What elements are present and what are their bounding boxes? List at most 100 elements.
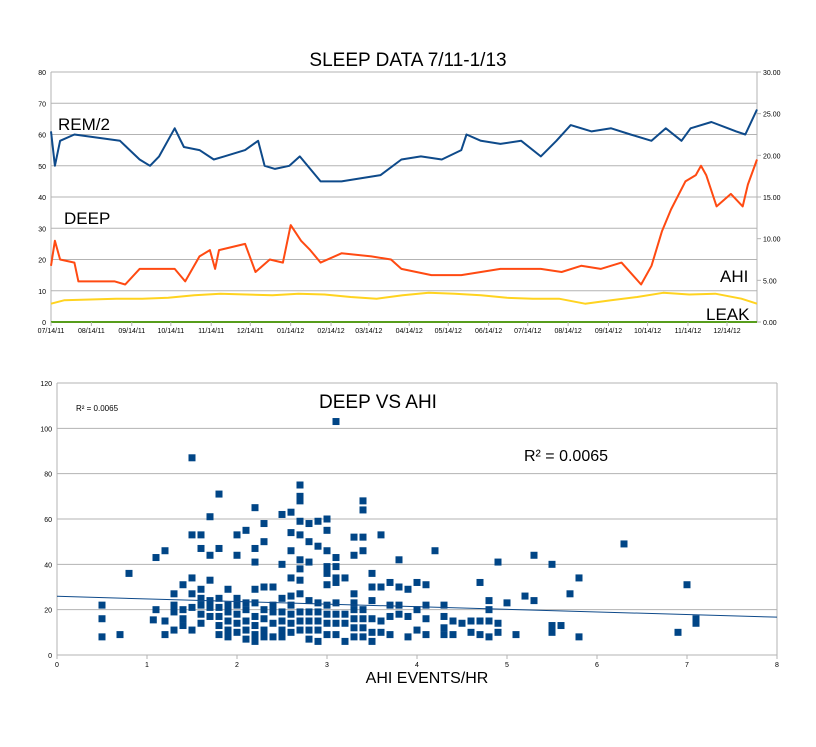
data-point bbox=[332, 418, 340, 426]
data-point bbox=[278, 633, 286, 641]
data-point bbox=[251, 585, 259, 593]
x-axis-tick-label: 2 bbox=[235, 662, 239, 669]
data-point bbox=[341, 610, 349, 618]
data-point bbox=[269, 633, 277, 641]
x-axis-tick-label: 4 bbox=[415, 662, 419, 669]
data-point bbox=[440, 624, 448, 632]
data-point bbox=[503, 599, 511, 607]
data-point bbox=[161, 547, 169, 555]
data-point bbox=[296, 590, 304, 598]
data-point bbox=[242, 626, 250, 634]
data-point bbox=[395, 556, 403, 564]
data-point bbox=[278, 594, 286, 602]
x-axis-tick-label: 05/14/12 bbox=[435, 328, 462, 335]
data-point bbox=[332, 619, 340, 627]
right-axis-tick-label: 15.00 bbox=[763, 195, 781, 202]
data-point bbox=[242, 526, 250, 534]
x-axis-tick-label: 0 bbox=[55, 662, 59, 669]
data-point bbox=[188, 454, 196, 462]
data-point bbox=[98, 633, 106, 641]
data-point bbox=[260, 615, 268, 623]
data-point bbox=[152, 606, 160, 614]
data-point bbox=[287, 628, 295, 636]
data-point bbox=[260, 520, 268, 528]
left-axis-tick-label: 10 bbox=[38, 289, 46, 296]
data-point bbox=[206, 513, 214, 521]
data-point bbox=[224, 626, 232, 634]
left-axis-tick-label: 80 bbox=[38, 70, 46, 77]
data-point bbox=[251, 622, 259, 630]
series-line-ahi bbox=[50, 291, 758, 305]
data-point bbox=[332, 578, 340, 586]
data-point bbox=[404, 585, 412, 593]
data-point bbox=[278, 608, 286, 616]
data-point bbox=[350, 590, 358, 598]
data-point bbox=[314, 608, 322, 616]
data-point bbox=[287, 601, 295, 609]
data-point bbox=[305, 538, 313, 546]
data-point bbox=[296, 565, 304, 573]
ahi-series-label: AHI bbox=[720, 267, 748, 286]
data-point bbox=[170, 626, 178, 634]
data-point bbox=[359, 533, 367, 541]
data-point bbox=[350, 633, 358, 641]
data-point bbox=[332, 574, 340, 582]
data-point bbox=[215, 594, 223, 602]
leak-series-label: LEAK bbox=[706, 305, 750, 324]
data-point bbox=[449, 631, 457, 639]
data-point bbox=[341, 619, 349, 627]
data-point bbox=[305, 626, 313, 634]
data-point bbox=[323, 563, 331, 571]
data-point bbox=[188, 590, 196, 598]
data-point bbox=[359, 633, 367, 641]
y-axis-tick-label: 60 bbox=[44, 517, 52, 524]
data-point bbox=[485, 633, 493, 641]
data-point bbox=[215, 490, 223, 498]
data-point bbox=[251, 637, 259, 645]
data-point bbox=[377, 628, 385, 636]
data-point bbox=[341, 574, 349, 582]
x-axis-tick-label: 08/14/12 bbox=[555, 328, 582, 335]
data-point bbox=[368, 569, 376, 577]
data-point bbox=[305, 520, 313, 528]
data-point bbox=[98, 601, 106, 609]
data-point bbox=[269, 601, 277, 609]
scatter-title: DEEP VS AHI bbox=[319, 392, 437, 413]
data-point bbox=[287, 610, 295, 618]
data-point bbox=[188, 626, 196, 634]
data-point bbox=[332, 610, 340, 618]
data-point bbox=[692, 619, 700, 627]
data-point bbox=[269, 619, 277, 627]
data-point bbox=[296, 531, 304, 539]
rem-series-label: REM/2 bbox=[58, 115, 110, 134]
data-point bbox=[413, 578, 421, 586]
data-point bbox=[431, 547, 439, 555]
data-point bbox=[233, 610, 241, 618]
data-point bbox=[251, 558, 259, 566]
x-axis-tick-label: 08/14/11 bbox=[78, 328, 105, 335]
data-point bbox=[149, 616, 157, 624]
data-point bbox=[350, 606, 358, 614]
x-axis-tick-label: 8 bbox=[775, 662, 779, 669]
data-point bbox=[368, 597, 376, 605]
data-point bbox=[242, 635, 250, 643]
data-point bbox=[332, 631, 340, 639]
data-point bbox=[179, 581, 187, 589]
data-point bbox=[566, 590, 574, 598]
data-point bbox=[296, 576, 304, 584]
data-point bbox=[368, 637, 376, 645]
data-point bbox=[296, 481, 304, 489]
data-point bbox=[152, 554, 160, 562]
data-point bbox=[386, 601, 394, 609]
x-axis-tick-label: 07/14/12 bbox=[514, 328, 541, 335]
data-point bbox=[476, 631, 484, 639]
data-point bbox=[575, 633, 583, 641]
data-point bbox=[233, 551, 241, 559]
data-point bbox=[260, 606, 268, 614]
x-axis-tick-label: 1 bbox=[145, 662, 149, 669]
chart-title: SLEEP DATA 7/11-1/13 bbox=[309, 50, 506, 71]
data-point bbox=[449, 617, 457, 625]
data-point bbox=[548, 622, 556, 630]
data-point bbox=[377, 583, 385, 591]
